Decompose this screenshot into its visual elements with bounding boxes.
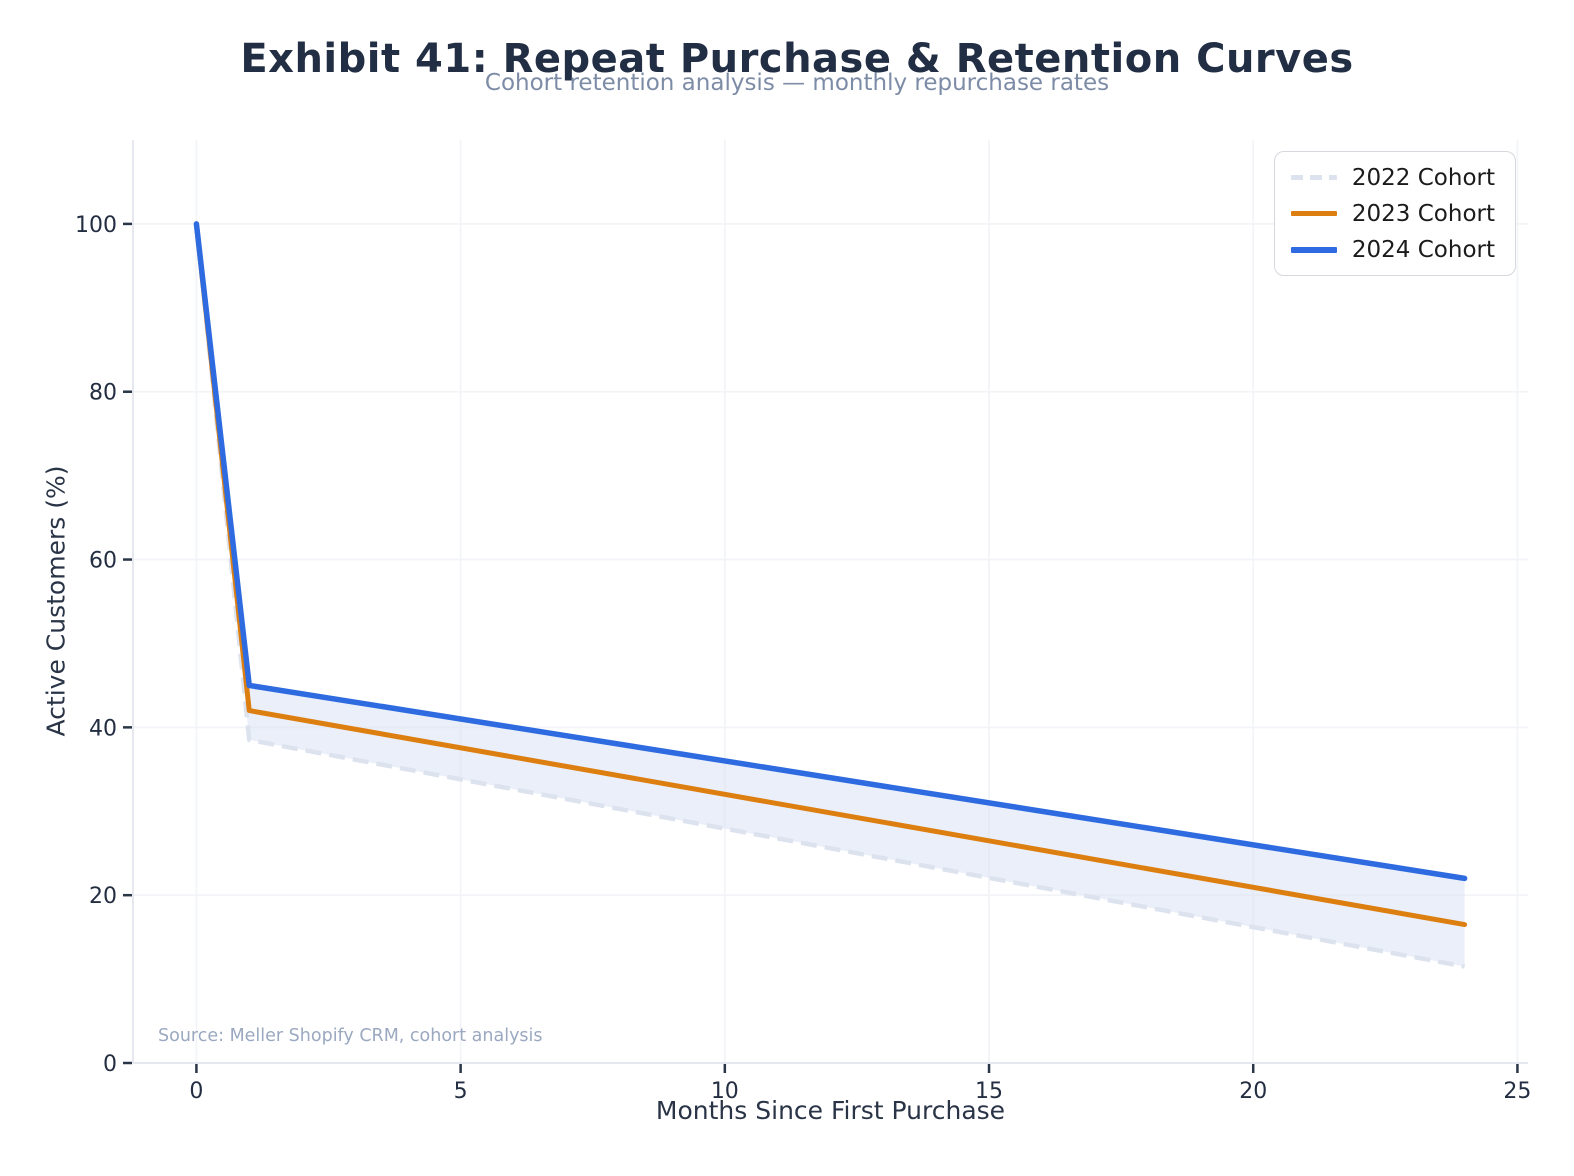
legend-item-2023-cohort: 2023 Cohort	[1290, 200, 1495, 227]
y-tick-label-40: 40	[89, 716, 117, 741]
x-tick-label-10: 10	[711, 1079, 739, 1104]
legend-label-2022: 2022 Cohort	[1351, 164, 1495, 191]
x-axis-title: Months Since First Purchase	[655, 1096, 1006, 1125]
legend-swatch-2024-line	[1290, 246, 1337, 253]
retention-gap-band	[196, 223, 1465, 967]
y-tick-label-100: 100	[75, 213, 117, 238]
chart-subtitle: Cohort retention analysis — monthly repu…	[484, 70, 1110, 96]
legend: 2022 Cohort 2023 Cohort 2024 Cohort	[1273, 151, 1516, 276]
legend-swatch-2023-line	[1290, 211, 1337, 216]
x-tick-label-5: 5	[454, 1079, 468, 1104]
x-tick-label-0: 0	[189, 1079, 203, 1104]
y-tick-label-80: 80	[89, 381, 117, 406]
y-axis-title: Active Customers (%)	[41, 465, 71, 737]
x-tick-label-25: 25	[1503, 1079, 1531, 1104]
x-tick-label-20: 20	[1239, 1079, 1267, 1104]
chart-title: Exhibit 41: Repeat Purchase & Retention …	[240, 36, 1354, 82]
legend-label-2023: 2023 Cohort	[1351, 200, 1495, 227]
legend-swatch-2022-dashed-line	[1290, 175, 1337, 180]
series-line-2024-cohort	[193, 221, 1468, 882]
y-tick-label-20: 20	[89, 884, 117, 909]
source-note: Source: Meller Shopify CRM, cohort analy…	[158, 1026, 543, 1046]
y-tick-label-60: 60	[89, 549, 117, 574]
legend-label-2024: 2024 Cohort	[1351, 236, 1495, 263]
y-tick-label-0: 0	[103, 1052, 117, 1077]
legend-item-2024-cohort: 2024 Cohort	[1290, 236, 1495, 263]
x-tick-label-15: 15	[975, 1079, 1003, 1104]
legend-item-2022-cohort: 2022 Cohort	[1290, 164, 1495, 191]
